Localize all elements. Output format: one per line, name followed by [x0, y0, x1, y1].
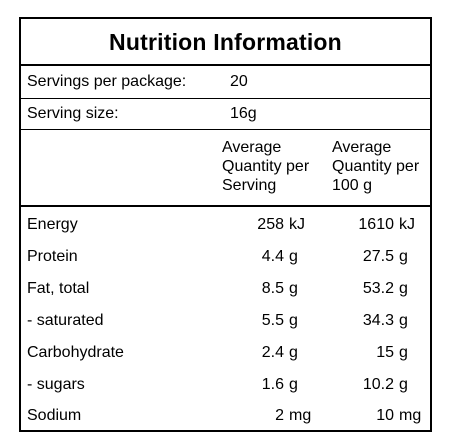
divider	[21, 205, 430, 207]
nutrient-serving-value: 4.4	[261, 248, 284, 265]
nutrient-serving-unit: g	[289, 280, 298, 297]
nutrient-per100-value: 34.3	[362, 312, 394, 329]
servings-per-package-value: 20	[230, 73, 248, 90]
nutrient-name: Sodium	[27, 407, 82, 424]
nutrient-name: - saturated	[27, 312, 104, 329]
nutrient-per100-unit: g	[399, 312, 408, 329]
divider	[21, 64, 430, 66]
serving-size-value: 16g	[230, 105, 257, 122]
nutrient-per100-unit: mg	[399, 407, 422, 424]
nutrient-name: Carbohydrate	[27, 344, 124, 361]
nutrient-serving-value: 8.5	[261, 280, 284, 297]
nutrient-per100-unit: g	[399, 280, 408, 297]
nutrient-serving-value: 5.5	[261, 312, 284, 329]
nutrient-serving-value: 258	[257, 216, 284, 233]
nutrient-serving-unit: mg	[289, 407, 312, 424]
panel-title: Nutrition Information	[109, 29, 342, 55]
nutrient-per100-value: 10	[376, 407, 394, 424]
divider	[21, 129, 430, 130]
nutrient-per100-value: 27.5	[362, 248, 394, 265]
nutrient-serving-unit: g	[289, 344, 298, 361]
nutrient-name: Fat, total	[27, 280, 90, 297]
nutrient-serving-value: 1.6	[261, 376, 284, 393]
nutrient-name: Energy	[27, 216, 78, 233]
nutrient-serving-unit: g	[289, 248, 298, 265]
nutrient-per100-unit: g	[399, 248, 408, 265]
column-header-per-100g: Average Quantity per 100 g	[332, 139, 420, 194]
nutrient-per100-value: 10.2	[362, 376, 394, 393]
nutrient-per100-value: 53.2	[362, 280, 394, 297]
nutrient-per100-unit: g	[399, 344, 408, 361]
column-header-per-serving: Average Quantity per Serving	[222, 139, 310, 194]
serving-size-label: Serving size:	[27, 105, 119, 122]
nutrient-per100-unit: kJ	[399, 216, 415, 233]
nutrient-serving-value: 2	[275, 407, 284, 424]
nutrient-per100-value: 15	[376, 344, 394, 361]
nutrient-serving-unit: g	[289, 376, 298, 393]
nutrient-name: - sugars	[27, 376, 85, 393]
nutrient-name: Protein	[27, 248, 78, 265]
nutrient-per100-unit: g	[399, 376, 408, 393]
divider	[21, 98, 430, 99]
nutrient-serving-unit: g	[289, 312, 298, 329]
servings-per-package-label: Servings per package:	[27, 73, 187, 90]
nutrient-serving-unit: kJ	[289, 216, 305, 233]
nutrient-serving-value: 2.4	[261, 344, 284, 361]
nutrition-panel: Nutrition Information Servings per packa…	[19, 17, 432, 432]
nutrient-per100-value: 1610	[358, 216, 394, 233]
